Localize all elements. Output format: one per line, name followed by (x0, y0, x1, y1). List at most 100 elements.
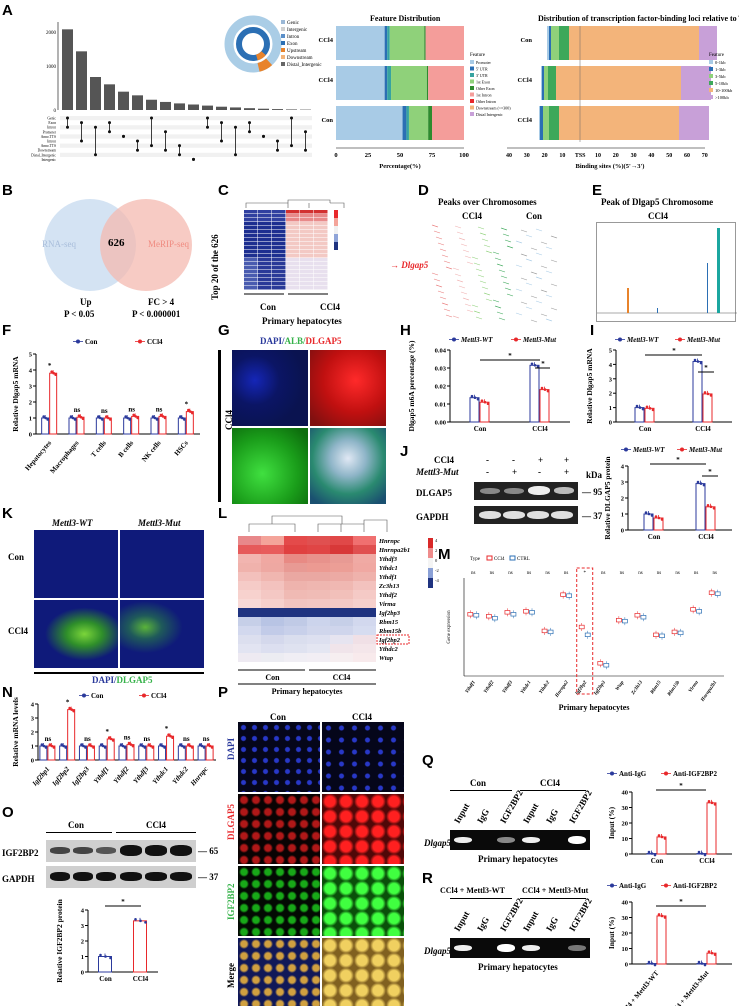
p-ccl4-igf2bp2-image (322, 866, 404, 936)
fd-segment (428, 66, 464, 100)
y-tick-label: 2 (621, 496, 624, 503)
bar (702, 393, 713, 423)
data-point (480, 399, 484, 402)
chromosome-peak (515, 312, 523, 316)
donut-legend-item: Downstream (281, 55, 322, 62)
chart-n-svg: 4 3 2 1 0 Relative mRNA levels ns Igf2bp1 * Igf2b… (11, 692, 216, 788)
data-point (638, 406, 642, 409)
data-point (123, 746, 127, 749)
m-box (547, 629, 554, 635)
fd-x-label: Percentage(%) (379, 163, 420, 170)
data-point (101, 744, 105, 748)
heatmap-cell (330, 626, 353, 635)
x-tick-label: CCl4 (532, 425, 548, 433)
heatmap-cell (258, 254, 272, 258)
venn-left-sub1: Up (80, 297, 92, 307)
upset-dot (108, 121, 111, 125)
fd-segment (408, 106, 429, 140)
heatmap-cell (244, 270, 258, 274)
y-tick-label: 1 (609, 405, 612, 412)
data-point (159, 743, 162, 746)
significance-label: ns (124, 734, 131, 742)
heatmap-cell (272, 262, 286, 266)
chart-m-svg: Gene expression Type CCl4 CTRL ns Ythdf1 ns Yth… (447, 555, 724, 712)
j-blot-name-gapdh: GAPDH (416, 512, 449, 522)
data-point (107, 416, 110, 420)
p-col-con: Con (270, 712, 287, 722)
heatmap-cell (300, 246, 314, 250)
chromosome-peak (515, 288, 523, 292)
bar-chart-i: 5 4 3 2 1 0 Relative Dlgap5 mRNA Con CCl4 Mettl3-… (580, 332, 738, 447)
fd-legend-label: Distal Intergenic (476, 112, 503, 117)
data-point (60, 743, 63, 746)
chromosome-peak (452, 315, 460, 319)
chromosome-peak (439, 296, 447, 300)
donut-legend-item: Upstream (281, 48, 322, 55)
m-box (659, 633, 665, 638)
j-dlgap5-blot (474, 482, 578, 500)
heatmap-gene-label: Rbm15b (378, 628, 402, 635)
fd-segment (384, 66, 388, 100)
heatmap-l-scale (428, 578, 433, 588)
chart-f-svg: 5 4 3 2 1 0 Relative Dlgap5 mRNA * Hepatocytes ns… (11, 338, 200, 475)
legend-swatch (281, 41, 285, 45)
data-point (206, 743, 210, 746)
upset-dot (94, 125, 97, 129)
chromosome-peak (540, 241, 548, 245)
k-col-mut: Mettl3-Mut (138, 518, 181, 528)
p-ccl4-dapi-image (322, 722, 404, 792)
bar (656, 915, 667, 965)
tss-legend-label: 0-1kb (715, 60, 726, 65)
fd-segment (425, 26, 464, 60)
significance-label: ns (128, 405, 135, 413)
heatmap-cell (261, 617, 284, 626)
x-tick-label: Hnrnpc (188, 765, 209, 788)
heatmap-cell (307, 635, 330, 644)
q-band (454, 837, 472, 843)
y-axis-label: Relative mRNA levels (11, 697, 20, 767)
venn-overlap-count: 626 (108, 237, 125, 249)
venn-right-sub1: FC > 4 (148, 297, 175, 307)
y-tick-label: 0 (621, 528, 624, 535)
data-point (131, 744, 135, 748)
upset-row-band (60, 148, 312, 153)
donut-legend-item: Exon (281, 41, 322, 48)
upset-dot (136, 148, 139, 152)
y-tick-label: 3 (31, 716, 35, 723)
x-tick-label: Ythdf1 (92, 765, 111, 785)
q-gel (450, 830, 590, 850)
upset-bar (230, 107, 241, 110)
significance-label: * (508, 352, 512, 360)
upset-row-band (60, 116, 312, 121)
tss-legend-label: >100kb (715, 95, 730, 100)
heatmap-cell (261, 599, 284, 608)
chromosome-peak (435, 284, 443, 288)
m-box (529, 610, 535, 615)
data-point (44, 746, 48, 749)
y-tick-label: 3 (81, 923, 85, 930)
m-x-tick-label: Ythdc2 (539, 680, 552, 695)
heatmap-cell (307, 563, 330, 572)
chromosome-peak (483, 244, 491, 248)
k-divider (34, 672, 204, 674)
upset-dot (80, 121, 83, 125)
heatmap-l-scale (428, 538, 433, 548)
m-box (560, 592, 566, 597)
heatmap-cell (261, 653, 284, 662)
chromosome-peak (494, 257, 502, 261)
p-row-merge: Merge (226, 963, 236, 988)
j-band (551, 511, 573, 519)
tss-row-label: Con (520, 37, 532, 44)
y-tick-label: 2 (609, 391, 612, 398)
bar-chart-q: 40 30 20 10 0 Input (%) Con CCl4 Anti-IgG Anti-IG… (606, 766, 738, 882)
p-con-dapi-image (238, 722, 320, 792)
heatmap-l-dendrogram (248, 515, 388, 532)
fd-x-tick: 50 (397, 152, 404, 159)
heatmap-cell (258, 218, 272, 222)
m-box (492, 616, 498, 621)
heatmap-cell (244, 246, 258, 250)
m-box (640, 615, 647, 620)
tss-x-tick: TSS (575, 153, 586, 159)
bar (479, 401, 490, 423)
upset-dot (290, 144, 293, 148)
